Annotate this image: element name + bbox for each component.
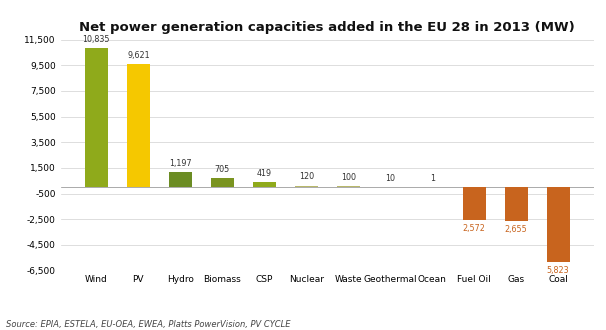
- Title: Net power generation capacities added in the EU 28 in 2013 (MW): Net power generation capacities added in…: [79, 21, 575, 34]
- Text: 705: 705: [215, 165, 230, 174]
- Bar: [211, 178, 234, 187]
- Text: 10: 10: [385, 174, 395, 183]
- Text: 100: 100: [341, 173, 356, 182]
- Text: 10,835: 10,835: [82, 35, 110, 44]
- Bar: [253, 182, 276, 187]
- Text: 120: 120: [299, 173, 314, 182]
- Bar: [547, 187, 570, 262]
- Text: 1,197: 1,197: [169, 159, 191, 168]
- Bar: [337, 186, 360, 187]
- Bar: [127, 64, 150, 187]
- Text: 419: 419: [257, 169, 272, 178]
- Bar: [169, 172, 192, 187]
- Text: Source: EPIA, ESTELA, EU-OEA, EWEA, Platts PowerVision, PV CYCLE: Source: EPIA, ESTELA, EU-OEA, EWEA, Plat…: [6, 320, 290, 329]
- Bar: [85, 48, 108, 187]
- Text: 2,655: 2,655: [505, 225, 527, 234]
- Bar: [462, 187, 485, 220]
- Bar: [505, 187, 528, 221]
- Text: 5,823: 5,823: [547, 266, 570, 275]
- Bar: [295, 186, 318, 187]
- Text: 1: 1: [430, 174, 435, 183]
- Text: 2,572: 2,572: [463, 224, 485, 233]
- Text: 9,621: 9,621: [127, 50, 150, 59]
